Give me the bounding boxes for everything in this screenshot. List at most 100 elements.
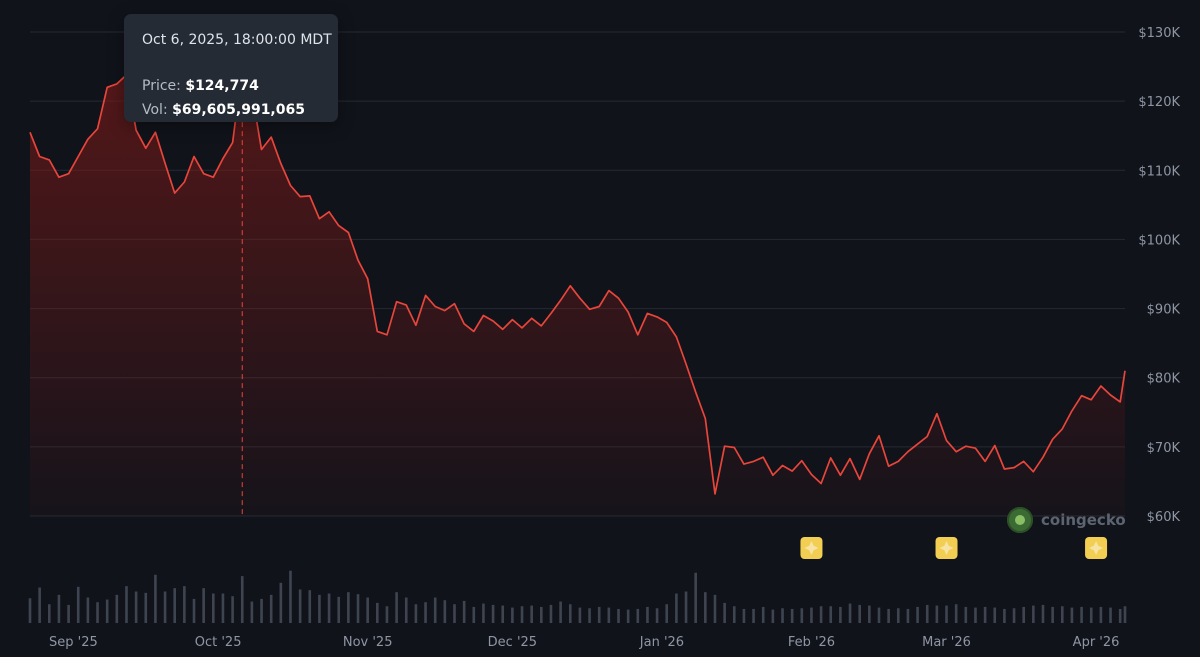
tooltip-volume-row: Vol: $69,605,991,065 [142,102,305,118]
volume-bar [906,608,910,623]
volume-bar [530,605,533,623]
volume-bar [289,570,292,623]
volume-bar [115,594,119,623]
volume-bar [520,606,524,623]
volume-bar [279,582,283,623]
volume-bar [38,587,41,623]
volume-bar [781,608,784,623]
volume-bar [443,600,447,623]
volume-bar [192,598,196,623]
volume-bar [1089,607,1093,623]
volume-bar [1099,606,1103,623]
volume-bar [260,598,263,623]
volume-bar [462,600,466,623]
volume-bar [607,607,611,623]
volume-bar [183,586,186,623]
volume-bar [134,591,138,623]
volume-bar [974,607,977,623]
y-tick-label: $100K [1138,233,1180,248]
volume-bar [47,604,51,623]
volume-bar [954,604,958,623]
tooltip-date: Oct 6, 2025, 18:00:00 MDT [142,32,332,48]
y-tick-label: $110K [1138,164,1180,179]
volume-bar [790,608,794,623]
volume-bar [395,592,398,623]
volume-bar [298,589,302,623]
volume-bar [154,574,157,623]
volume-bar [404,597,408,623]
coingecko-watermark: coingecko [1007,507,1126,533]
volume-bar [655,608,659,623]
volume-bar [318,594,321,623]
volume-bar [839,606,842,623]
volume-bar [144,592,148,623]
volume-bar [327,593,331,623]
volume-bar [221,593,225,623]
volume-bar [269,594,273,623]
price-line [29,67,1126,495]
volume-bar [597,606,601,623]
volume-bar [559,601,562,623]
volume-bar [993,607,997,623]
volume-bar [761,606,765,623]
volume-bar [433,597,437,623]
watermark-text: coingecko [1041,511,1126,529]
volume-bar [240,576,244,623]
volume-bar [636,608,640,623]
price-tooltip: Oct 6, 2025, 18:00:00 MDT Price: $124,77… [124,14,338,122]
x-tick-label: Apr '26 [1073,635,1120,650]
volume-bar [887,608,890,623]
y-tick-label: $60K [1147,510,1181,525]
volume-bar [250,601,254,623]
volume-bar [568,604,572,623]
volume-bar [617,608,620,623]
volume-bar [414,604,418,623]
volume-bar [67,604,70,623]
event-marker-sparkle-icon [939,541,954,555]
volume-bar [675,593,678,623]
volume-bar [771,609,775,623]
volume-bar [105,599,109,623]
volume-bar [482,603,485,623]
volume-bar [1123,606,1127,623]
volume-bar [366,597,369,623]
event-marker-sparkle-icon [804,541,819,555]
tooltip-price-row: Price: $124,774 [142,78,259,94]
x-tick-label: Sep '25 [49,635,98,650]
tooltip-volume-label: Vol: [142,102,168,118]
volume-bar [578,607,582,623]
x-tick-label: Dec '25 [488,635,537,650]
tooltip-price-value: $124,774 [185,78,259,94]
volume-bar [1051,606,1054,623]
volume-bar [212,593,215,623]
volume-bar [713,594,717,623]
coingecko-logo-icon [1007,507,1033,533]
tooltip-price-label: Price: [142,78,181,94]
volume-bar [1080,606,1083,623]
volume-bar [453,604,456,623]
volume-bar [28,598,32,623]
volume-bar [694,572,697,623]
volume-bar [231,596,234,623]
volume-bar [896,608,900,623]
volume-bar [1032,605,1035,623]
volume-bar [1041,604,1045,623]
volume-bar [916,606,919,623]
volume-bar [57,594,61,623]
volume-bar [829,606,833,623]
volume-bar [983,606,987,623]
volume-bar [626,609,630,623]
volume-bar [163,591,167,623]
volume-bar [848,603,852,623]
volume-bar [86,597,90,623]
volume-bar [125,586,128,623]
volume-bar [704,592,707,623]
volume-bar [96,602,99,623]
volume-bar [511,607,514,623]
volume-bar [858,604,861,623]
event-marker-sparkle-icon [1089,541,1104,555]
x-tick-label: Mar '26 [922,635,971,650]
volume-bar [684,591,688,623]
